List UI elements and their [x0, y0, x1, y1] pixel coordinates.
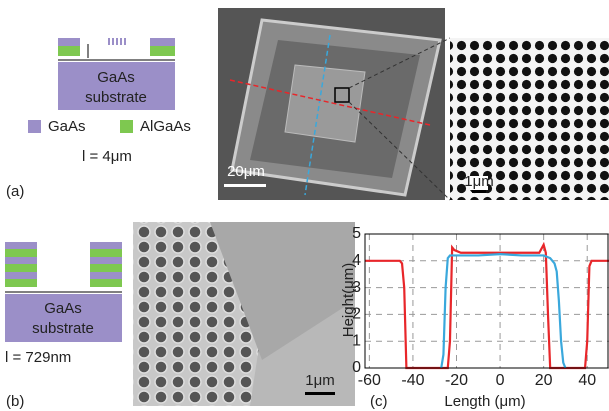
- figure: GaAs substrate GaAs AlGaAs l = 4μm (a) 2…: [0, 0, 609, 411]
- legend-label: AlGaAs: [140, 118, 191, 135]
- chart: (c) Length (μm) Height(μm) 0 1 2 3 4 5 -60 -40 -…: [340, 225, 609, 410]
- length-label: l = 4μm: [82, 148, 132, 165]
- y-tick-label: 3: [352, 279, 361, 296]
- substrate-text: GaAs: [97, 69, 135, 86]
- x-tick-label: 40: [578, 372, 596, 389]
- x-tick-label: -20: [445, 372, 468, 389]
- x-tick-label: 0: [496, 372, 505, 389]
- substrate-text: substrate: [85, 89, 147, 106]
- scale-bar-label: 1μm: [305, 372, 334, 389]
- sem-image-a: 20μm 1μm: [218, 8, 609, 200]
- schematic-b: GaAs substrate l = 729nm (b): [5, 242, 122, 410]
- y-tick-label: 4: [352, 252, 361, 269]
- schematic-a: GaAs substrate GaAs AlGaAs l = 4μm (a): [6, 38, 191, 200]
- y-tick-label: 1: [352, 332, 361, 349]
- x-axis-label: Length (μm): [444, 393, 525, 410]
- y-axis-label: Height(μm): [340, 263, 357, 338]
- panel-label: (b): [6, 393, 24, 410]
- scale-bar-label: 1μm: [464, 173, 493, 190]
- panel-label: (a): [6, 183, 24, 200]
- y-tick-label: 5: [352, 225, 361, 242]
- x-tick-label: -40: [401, 372, 424, 389]
- y-tick-label: 2: [352, 306, 361, 323]
- substrate-text: GaAs: [44, 300, 82, 317]
- legend-label: GaAs: [48, 118, 86, 135]
- sem-image-b: 1μm: [133, 222, 355, 406]
- x-tick-label: 20: [535, 372, 553, 389]
- line: [365, 245, 609, 368]
- length-label: l = 729nm: [5, 349, 71, 366]
- substrate-text: substrate: [32, 320, 94, 337]
- x-tick-label: -60: [358, 372, 381, 389]
- scale-bar-label: 20μm: [227, 163, 265, 180]
- panel-label: (c): [370, 393, 388, 410]
